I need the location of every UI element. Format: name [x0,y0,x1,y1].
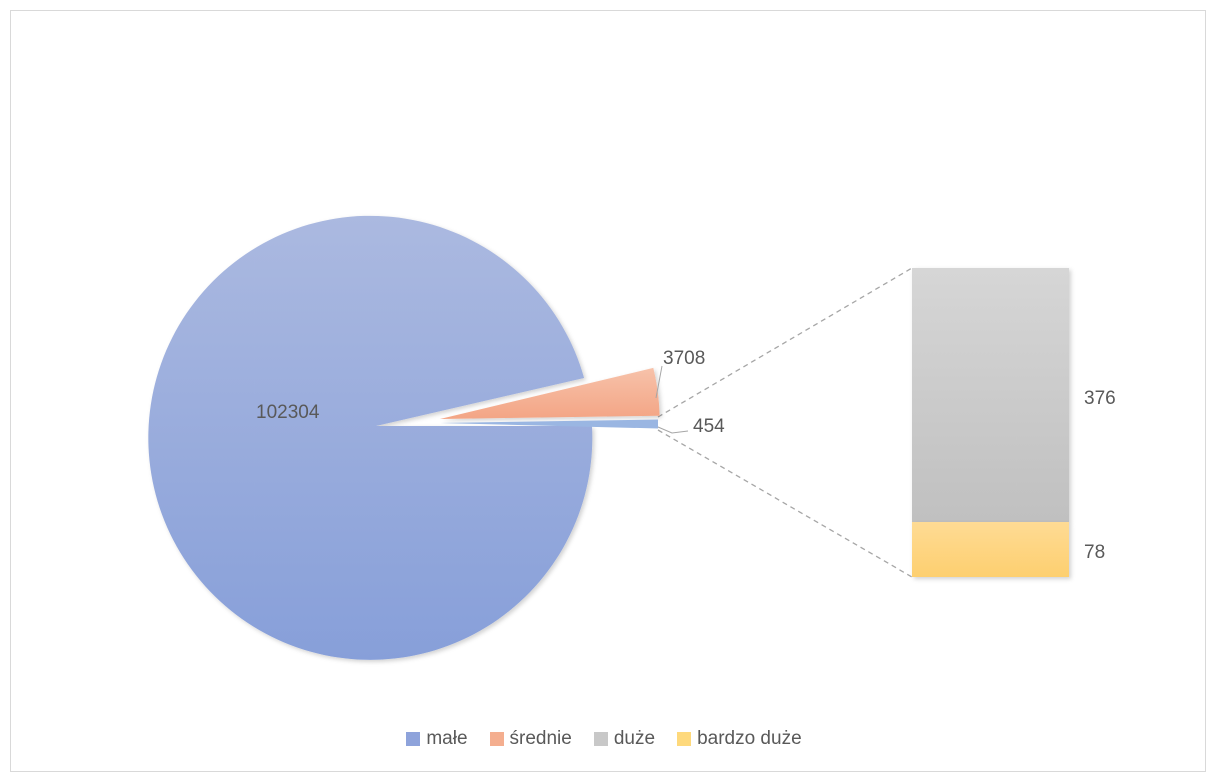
legend-label-bardzo-duze: bardzo duże [697,728,802,749]
pie-slice-srednie [440,367,660,419]
connector-bottom [657,429,913,578]
bar-segment-bardzo-duze [912,522,1069,577]
legend-label-srednie: średnie [509,728,572,749]
data-label-bardzo-duze: 78 [1084,542,1105,563]
bar-segment-duze [912,268,1069,522]
leader-line-srednie [655,365,663,399]
data-label-other: 454 [693,416,725,437]
legend-label-male: małe [426,728,468,749]
data-label-srednie: 3708 [663,348,705,369]
legend-item-srednie: średnie [489,728,572,750]
legend-item-male: małe [406,728,468,750]
pie-slice-other [440,419,658,429]
legend-item-duze: duże [593,728,656,750]
connector-top [657,267,913,418]
data-label-duze: 376 [1084,388,1116,409]
legend-swatch-duze [593,732,608,746]
legend-swatch-bardzo-duze [677,732,692,746]
data-label-male: 102304 [256,402,320,423]
leader-line-other [657,426,689,434]
legend-swatch-srednie [489,732,504,746]
pie-slice-male [148,215,593,660]
legend-swatch-male [406,732,421,746]
legend: małe średnie duże bardzo duże [0,728,1208,750]
legend-label-duze: duże [613,728,656,749]
legend-item-bardzo-duze: bardzo duże [677,728,802,750]
